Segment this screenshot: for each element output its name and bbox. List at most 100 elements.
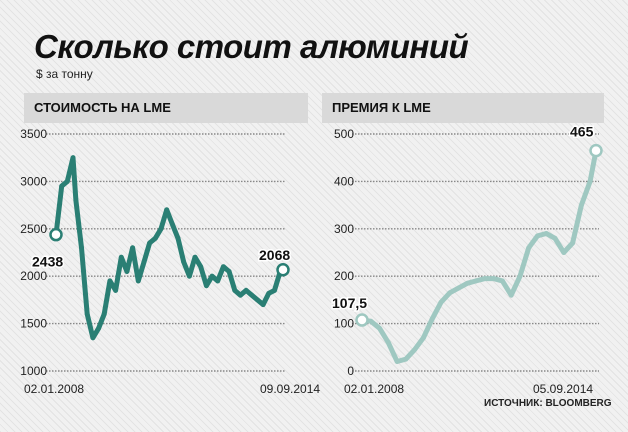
lme-y-tick-label: 3000 (20, 174, 47, 188)
premium-data-point (482, 276, 488, 281)
lme-data-point (70, 155, 76, 161)
lme-data-point (147, 240, 153, 246)
lme-value-label: 2438 (32, 254, 63, 270)
lme-data-point (135, 278, 141, 284)
lme-y-tick-label: 1000 (20, 364, 47, 378)
premium-y-tick-label: 300 (334, 222, 354, 236)
premium-data-point (429, 316, 435, 322)
lme-data-point (73, 197, 79, 203)
lme-data-point (226, 269, 232, 274)
premium-panel-header: ПРЕМИЯ К LME (322, 93, 604, 123)
premium-data-point (587, 179, 593, 184)
lme-data-point (113, 288, 118, 293)
lme-data-point (215, 278, 221, 284)
premium-data-point (377, 325, 382, 331)
lme-data-point (203, 283, 209, 289)
lme-y-tick-label: 3500 (20, 127, 47, 141)
lme-data-point (181, 259, 187, 265)
premium-data-point (385, 340, 391, 345)
premium-data-point (456, 285, 461, 291)
lme-data-point (209, 273, 215, 279)
premium-data-point (535, 233, 540, 239)
premium-data-point (561, 250, 567, 255)
lme-data-point (107, 278, 113, 284)
lme-data-point (238, 292, 243, 298)
chart-subtitle: $ за тонну (36, 67, 93, 81)
premium-data-point (552, 235, 558, 241)
premium-endpoint-marker (589, 143, 603, 158)
lme-data-point (64, 179, 70, 184)
premium-data-point (508, 292, 514, 298)
premium-panel-title: ПРЕМИЯ К LME (332, 100, 431, 115)
premium-series-line (359, 148, 599, 364)
premium-y-tick-label: 200 (334, 269, 354, 283)
lme-data-point (169, 221, 175, 227)
lme-panel-title: СТОИМОСТЬ НА LME (34, 100, 171, 115)
premium-x-start-label: 02.01.2008 (344, 382, 404, 396)
chart-title: Сколько стоит алюминий (34, 28, 469, 65)
premium-data-point (438, 299, 444, 305)
lme-data-point (141, 259, 147, 265)
lme-endpoint-marker (276, 263, 290, 277)
lme-data-point (198, 264, 204, 270)
lme-data-point (90, 335, 96, 341)
lme-data-point (255, 297, 260, 303)
source-note: ИСТОЧНИК: BLOOMBERG (484, 398, 612, 409)
lme-x-start-label: 02.01.2008 (24, 382, 84, 396)
lme-data-point (186, 273, 192, 279)
premium-data-point (473, 278, 479, 284)
premium-value-label: 107,5 (332, 295, 367, 311)
lme-endpoint-marker (49, 227, 63, 242)
premium-data-point (447, 290, 453, 296)
premium-data-point (526, 245, 532, 251)
lme-data-point (118, 254, 124, 260)
premium-data-point (543, 231, 549, 236)
lme-data-point (96, 325, 101, 331)
premium-data-point (412, 347, 418, 353)
premium-endpoint-marker (355, 313, 369, 327)
premium-data-point (464, 280, 470, 286)
premium-y-tick-label: 400 (334, 174, 354, 188)
lme-y-tick-label: 2500 (20, 222, 47, 236)
lme-data-point (59, 183, 65, 189)
lme-data-point (232, 288, 238, 293)
lme-data-point (192, 254, 198, 260)
lme-data-point (124, 269, 130, 274)
lme-data-point (164, 207, 170, 213)
premium-data-point (421, 335, 426, 341)
premium-data-point (403, 356, 409, 362)
premium-data-point (517, 273, 523, 279)
lme-data-point (84, 311, 90, 317)
lme-data-point (249, 292, 255, 298)
lme-value-label: 2068 (259, 247, 290, 263)
premium-x-end-label: 05.09.2014 (533, 382, 593, 396)
lme-data-point (152, 235, 158, 241)
premium-y-tick-label: 100 (334, 317, 354, 331)
lme-x-end-label: 09.09.2014 (260, 382, 320, 396)
lme-data-point (79, 245, 84, 251)
lme-data-point (101, 311, 107, 317)
lme-data-point (243, 288, 249, 293)
lme-y-tick-label: 1500 (20, 317, 47, 331)
premium-y-tick-label: 500 (334, 127, 354, 141)
lme-data-point (175, 235, 181, 241)
premium-data-point (368, 318, 374, 324)
lme-series-line (53, 155, 286, 341)
lme-data-point (130, 245, 136, 251)
lme-data-point (221, 264, 226, 270)
lme-y-tick-label: 2000 (20, 269, 47, 283)
lme-data-point (272, 288, 277, 293)
premium-data-point (570, 240, 575, 246)
lme-data-point (158, 226, 164, 232)
premium-y-tick-label: 0 (347, 364, 354, 378)
lme-data-point (266, 290, 272, 296)
premium-data-point (394, 359, 400, 364)
premium-data-point (500, 278, 505, 284)
lme-data-point (260, 302, 266, 308)
premium-value-label: 465 (570, 124, 594, 140)
premium-data-point (491, 276, 497, 281)
premium-data-point (578, 202, 584, 208)
lme-panel-header: СТОИМОСТЬ НА LME (24, 93, 308, 123)
